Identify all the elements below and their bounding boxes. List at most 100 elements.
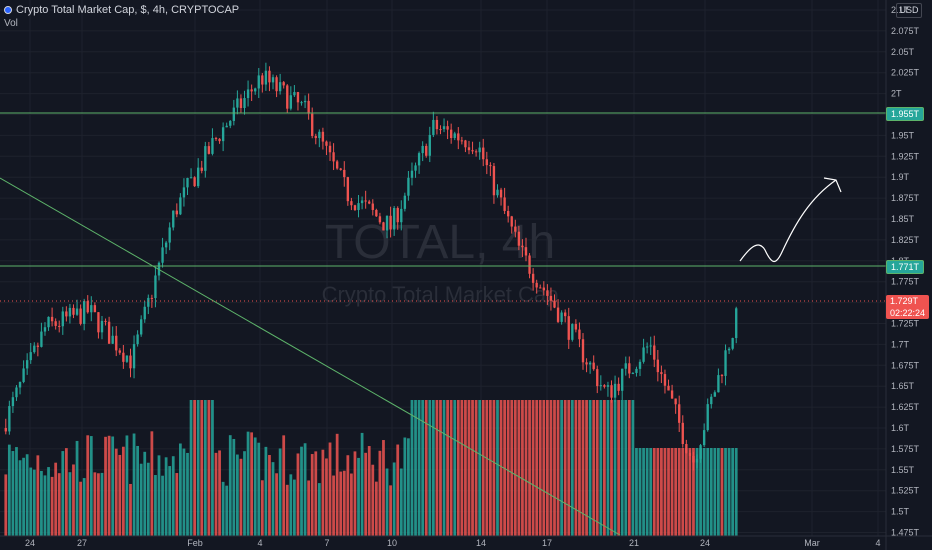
volume-bar bbox=[442, 400, 446, 536]
volume-bar bbox=[663, 448, 667, 536]
volume-bar bbox=[314, 451, 318, 536]
candle-body bbox=[699, 445, 702, 459]
price-tick-label: 2.1T bbox=[891, 5, 910, 15]
volume-bar bbox=[164, 457, 168, 536]
candle-body bbox=[578, 329, 581, 340]
candle-body bbox=[207, 146, 211, 154]
legend-vol[interactable]: Vol bbox=[4, 18, 18, 29]
volume-bar bbox=[535, 400, 539, 536]
volume-bar bbox=[588, 400, 592, 536]
candle-body bbox=[449, 129, 453, 138]
volume-bar bbox=[111, 436, 115, 536]
bar-countdown: 02:22:24 bbox=[890, 308, 926, 318]
candle-body bbox=[510, 216, 513, 227]
candle-body bbox=[204, 146, 207, 171]
volume-bar bbox=[257, 442, 261, 536]
candle-body bbox=[47, 316, 50, 328]
price-tick-label: 2T bbox=[891, 89, 902, 99]
volume-bar bbox=[4, 474, 8, 536]
volume-bar bbox=[342, 470, 346, 536]
legend-title: Crypto Total Market Cap, $, 4h, CRYPTOCA… bbox=[16, 4, 240, 16]
candle-body bbox=[713, 392, 717, 397]
candle-body bbox=[18, 381, 22, 388]
candle-body bbox=[293, 92, 296, 96]
volume-bar bbox=[578, 400, 581, 536]
candle-body bbox=[300, 102, 303, 104]
volume-bar bbox=[717, 448, 720, 536]
volume-bar bbox=[107, 435, 111, 536]
currency-button[interactable]: USD bbox=[896, 3, 922, 18]
candle-body bbox=[118, 350, 121, 353]
candle-body bbox=[489, 165, 492, 167]
price-tick-label: 1.85T bbox=[891, 214, 915, 224]
candle-body bbox=[492, 166, 496, 196]
volume-bar bbox=[225, 485, 229, 536]
volume-bar bbox=[674, 448, 678, 536]
candle-body bbox=[271, 77, 275, 83]
volume-bar bbox=[531, 400, 535, 536]
trendline[interactable] bbox=[0, 177, 621, 536]
volume-bar bbox=[396, 444, 400, 536]
volume-bar bbox=[246, 431, 250, 536]
candle-body bbox=[129, 355, 132, 369]
candle-body bbox=[350, 201, 353, 206]
volume-bar bbox=[699, 448, 702, 536]
candle-body bbox=[97, 312, 100, 333]
candle-body bbox=[478, 147, 481, 153]
price-tick-label: 1.875T bbox=[891, 193, 920, 203]
candle-body bbox=[467, 147, 471, 151]
candle-body bbox=[531, 273, 535, 283]
volume-bar bbox=[595, 400, 599, 536]
volume-bar bbox=[524, 400, 528, 536]
volume-bar bbox=[72, 464, 75, 536]
volume-bar bbox=[29, 467, 33, 536]
candle-body bbox=[688, 452, 692, 456]
volume-bar bbox=[303, 443, 307, 536]
candle-body bbox=[603, 385, 606, 387]
candle-body bbox=[667, 385, 670, 391]
volume-bar bbox=[364, 452, 368, 536]
candle-body bbox=[564, 312, 567, 317]
volume-bar bbox=[385, 468, 389, 536]
volume-bar bbox=[121, 446, 125, 536]
volume-bar bbox=[129, 483, 132, 536]
candle-body bbox=[638, 361, 642, 369]
volume-bar bbox=[93, 472, 97, 536]
volume-bar bbox=[549, 400, 553, 536]
volume-bar bbox=[32, 469, 36, 536]
candle-body bbox=[86, 301, 89, 313]
candle-body bbox=[385, 215, 389, 231]
volume-bar bbox=[68, 472, 72, 536]
candle-body bbox=[132, 344, 136, 369]
volume-bar bbox=[731, 448, 735, 536]
candle-body bbox=[382, 222, 385, 231]
volume-bar bbox=[449, 400, 453, 536]
chart-legend[interactable]: Crypto Total Market Cap, $, 4h, CRYPTOCA… bbox=[4, 3, 239, 31]
volume-bar bbox=[734, 448, 738, 536]
candle-body bbox=[446, 126, 449, 130]
volume-bar bbox=[681, 448, 685, 536]
candle-body bbox=[617, 383, 620, 391]
volume-bar bbox=[132, 433, 136, 536]
candle-body bbox=[453, 133, 456, 138]
candle-body bbox=[556, 307, 560, 322]
volume-bar bbox=[367, 446, 371, 536]
candle-body bbox=[435, 119, 439, 130]
candle-body bbox=[442, 126, 446, 130]
candle-body bbox=[592, 362, 595, 370]
volume-bar bbox=[446, 400, 449, 536]
candle-body bbox=[613, 383, 617, 398]
price-tick-label: 1.825T bbox=[891, 235, 920, 245]
volume-bar bbox=[417, 400, 421, 536]
candle-body bbox=[396, 208, 399, 223]
candle-body bbox=[649, 345, 652, 347]
price-tick-label: 1.475T bbox=[891, 528, 920, 538]
candle-body bbox=[681, 422, 684, 445]
candle-body bbox=[428, 134, 431, 156]
drawn-arrow[interactable] bbox=[739, 179, 837, 263]
volume-bar bbox=[528, 400, 531, 536]
time-tick-label: 4 bbox=[875, 538, 880, 548]
volume-bar bbox=[431, 400, 435, 536]
candle-body bbox=[61, 311, 64, 327]
